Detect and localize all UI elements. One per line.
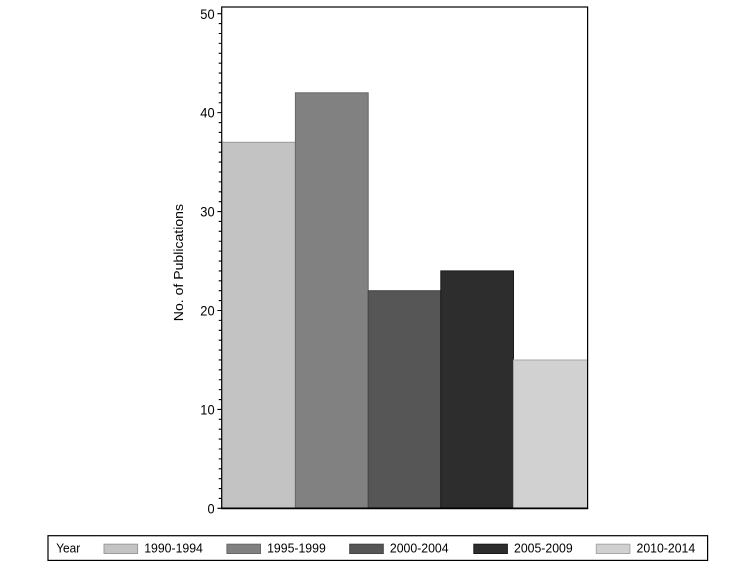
svg-text:1995-1999: 1995-1999	[267, 541, 326, 556]
svg-text:2010-2014: 2010-2014	[637, 541, 696, 556]
svg-text:1990-1994: 1990-1994	[144, 541, 203, 556]
svg-text:2000-2004: 2000-2004	[390, 541, 449, 556]
svg-text:50: 50	[200, 6, 214, 22]
svg-text:40: 40	[200, 105, 214, 121]
svg-text:20: 20	[200, 303, 214, 319]
svg-text:30: 30	[200, 204, 214, 220]
svg-text:2005-2009: 2005-2009	[514, 541, 573, 556]
svg-text:Year: Year	[56, 541, 81, 556]
svg-text:No. of Publications: No. of Publications	[171, 204, 186, 322]
svg-text:10: 10	[200, 402, 214, 418]
svg-text:0: 0	[208, 501, 215, 517]
